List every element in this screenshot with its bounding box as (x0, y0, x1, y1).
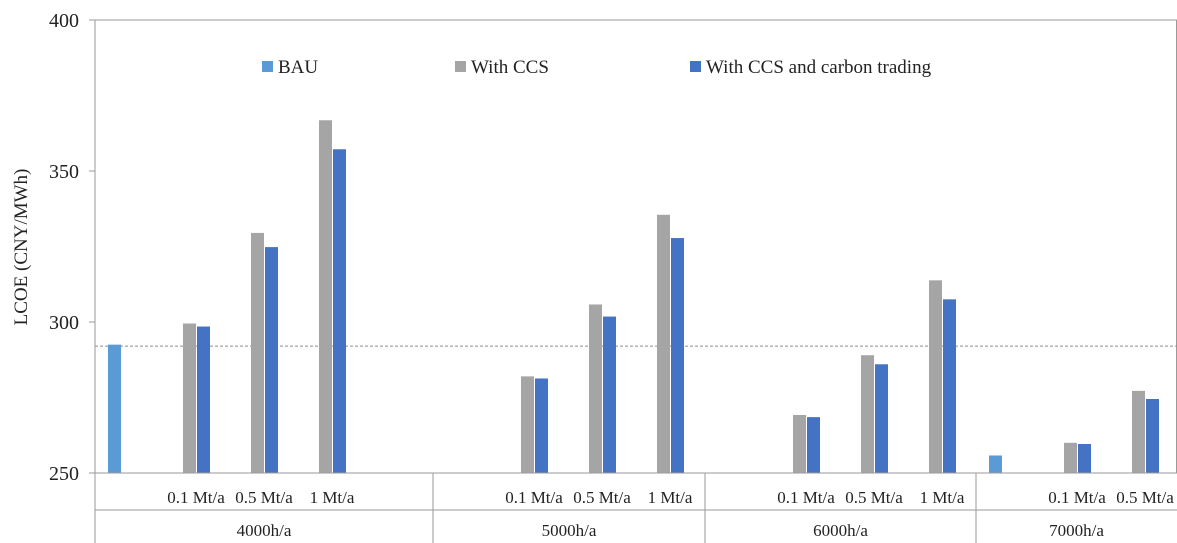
subcategory-label: 1 Mt/a (648, 488, 693, 507)
bar-with-ccs-trading (535, 378, 548, 473)
legend-label: BAU (278, 57, 318, 78)
legend-swatch (690, 61, 701, 72)
bar-with-ccs-trading (1146, 399, 1159, 473)
bar-with-ccs-trading (943, 299, 956, 473)
bar-with-ccs (589, 304, 602, 473)
y-tick-label: 300 (49, 312, 79, 334)
legend-swatch (455, 61, 466, 72)
legend-label: With CCS (471, 57, 549, 78)
bar-with-ccs-trading (333, 149, 346, 474)
bar-with-ccs (929, 280, 942, 473)
subcategory-label: 0.1 Mt/a (777, 488, 835, 507)
bar-with-ccs-trading (807, 417, 820, 473)
y-tick-label: 350 (49, 161, 79, 183)
bar-with-ccs (521, 376, 534, 473)
bar-with-ccs (251, 232, 264, 473)
bar-with-ccs (319, 120, 332, 473)
subcategory-label: 1 Mt/a (920, 488, 965, 507)
y-tick-label: 400 (49, 10, 79, 32)
bar-bau (989, 455, 1002, 473)
bar-with-ccs-trading (265, 247, 278, 473)
bar-with-ccs-trading (671, 238, 684, 473)
bar-with-ccs-trading (875, 364, 888, 473)
subcategory-label: 0.5 Mt/a (235, 488, 293, 507)
subcategory-label: 0.5 Mt/a (1116, 488, 1174, 507)
bar-with-ccs (1132, 390, 1145, 473)
subcategory-label: 0.1 Mt/a (1048, 488, 1106, 507)
legend-label: With CCS and carbon trading (706, 57, 932, 78)
y-tick-label: 250 (49, 463, 79, 485)
bar-with-ccs-trading (603, 316, 616, 473)
axis-layer: 250 300 350 400 0.1 Mt/a 0.5 Mt/a 1 Mt/a 4000h/… (49, 10, 1177, 543)
subcategory-label: 1 Mt/a (310, 488, 355, 507)
subcategory-label: 0.1 Mt/a (167, 488, 225, 507)
subcategory-label: 0.5 Mt/a (845, 488, 903, 507)
bar-with-ccs (793, 415, 806, 473)
legend: BAU With CCS With CCS and carbon trading (262, 57, 932, 78)
bar-with-ccs (1064, 442, 1077, 473)
bar-with-ccs (861, 355, 874, 473)
bar-with-ccs-trading (1078, 444, 1091, 473)
subcategory-label: 0.1 Mt/a (505, 488, 563, 507)
bar-with-ccs (183, 323, 196, 473)
y-axis-label: LCOE (CNY/MWh) (11, 169, 32, 326)
group-label: 4000h/a (237, 521, 292, 540)
subcategory-label: 0.5 Mt/a (573, 488, 631, 507)
bars-layer (108, 120, 1159, 474)
bar-with-ccs (657, 214, 670, 474)
group-label: 7000h/a (1049, 521, 1104, 540)
legend-swatch (262, 61, 273, 72)
group-label: 5000h/a (542, 521, 597, 540)
bar-with-ccs-trading (197, 326, 210, 473)
group-label: 6000h/a (813, 521, 868, 540)
bar-bau (108, 344, 121, 473)
